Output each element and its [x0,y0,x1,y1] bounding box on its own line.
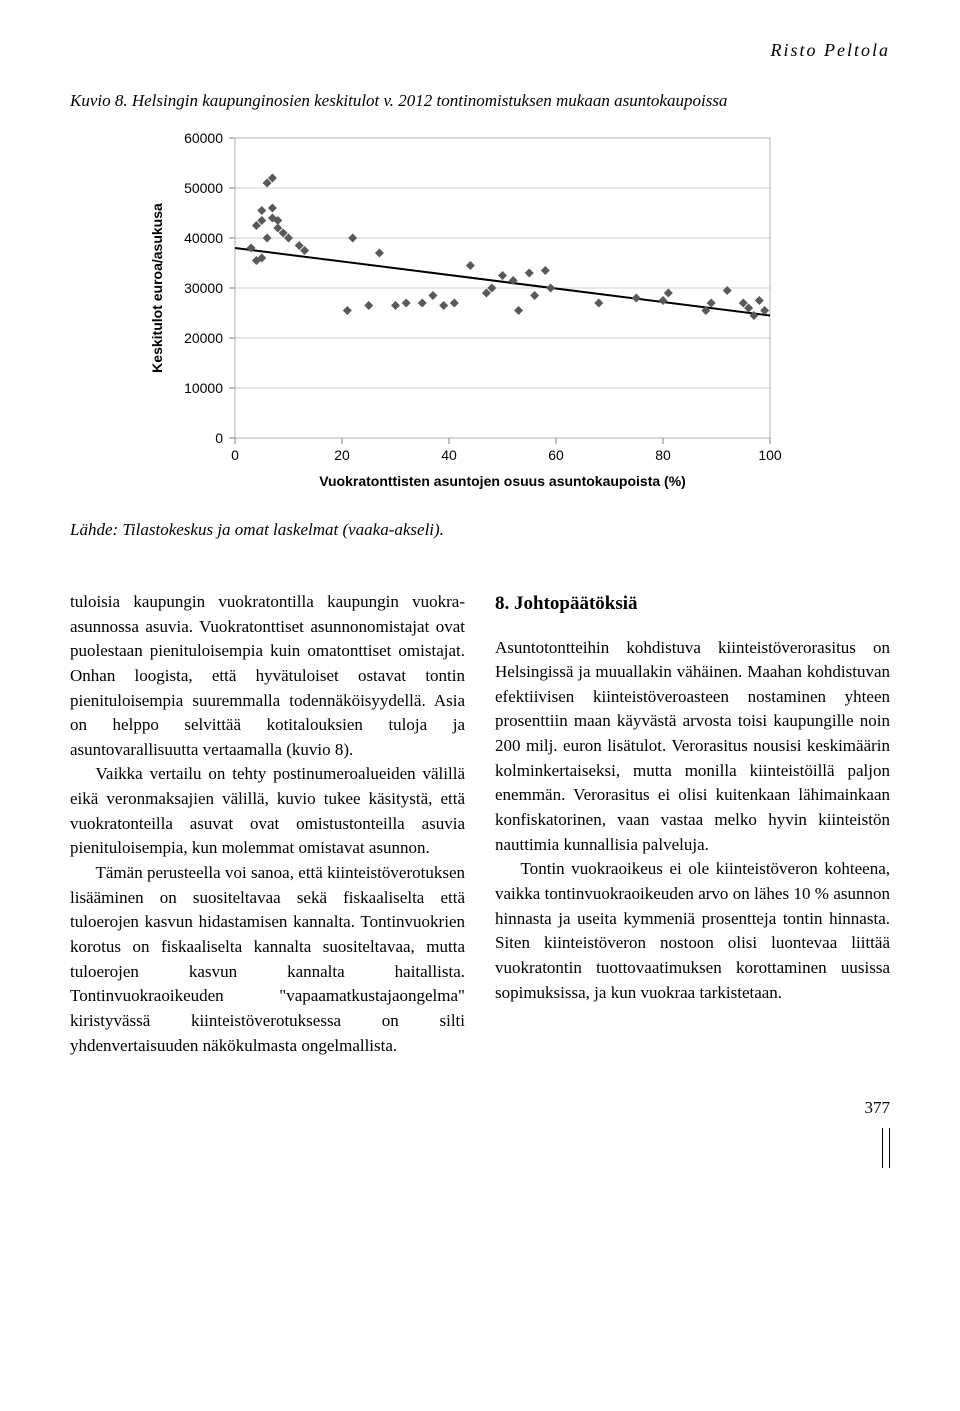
footer-rules [70,1128,890,1168]
right-column: 8. Johtopäätöksiä Asuntotontteihin kohdi… [495,590,890,1058]
svg-text:50000: 50000 [184,180,223,196]
left-p3: Tämän perusteella voi sanoa, että kiinte… [70,861,465,1058]
svg-text:80: 80 [655,447,671,463]
figure-source: Lähde: Tilastokeskus ja omat laskelmat (… [70,520,890,540]
left-column: tuloisia kaupungin vuokratontilla kaupun… [70,590,465,1058]
svg-text:Keskitulot euroa/asukusa: Keskitulot euroa/asukusa [149,203,165,373]
page-number: 377 [70,1098,890,1118]
running-head: Risto Peltola [70,40,890,61]
svg-text:10000: 10000 [184,380,223,396]
right-p2: Tontin vuokraoikeus ei ole kiinteistöver… [495,857,890,1005]
left-p1: tuloisia kaupungin vuokratontilla kaupun… [70,590,465,762]
svg-text:100: 100 [758,447,782,463]
right-p1: Asuntotontteihin kohdistuva kiinteistöve… [495,636,890,858]
svg-text:20: 20 [334,447,350,463]
svg-text:20000: 20000 [184,330,223,346]
svg-text:Vuokratonttisten asuntojen osu: Vuokratonttisten asuntojen osuus asuntok… [319,473,686,489]
svg-text:60: 60 [548,447,564,463]
svg-text:30000: 30000 [184,280,223,296]
section-heading: 8. Johtopäätöksiä [495,590,890,618]
svg-text:40000: 40000 [184,230,223,246]
left-p2: Vaikka vertailu on tehty postinumeroalue… [70,762,465,861]
svg-text:0: 0 [231,447,239,463]
scatter-chart: 0 10000 20000 30000 40000 50000 60000 0 20 40 60 80… [140,123,890,508]
footer-rule [882,1128,883,1168]
svg-text:0: 0 [215,430,223,446]
figure-caption: Kuvio 8. Helsingin kaupunginosien keskit… [70,91,890,111]
svg-text:40: 40 [441,447,457,463]
footer-rule [889,1128,890,1168]
body-columns: tuloisia kaupungin vuokratontilla kaupun… [70,590,890,1058]
svg-text:60000: 60000 [184,130,223,146]
